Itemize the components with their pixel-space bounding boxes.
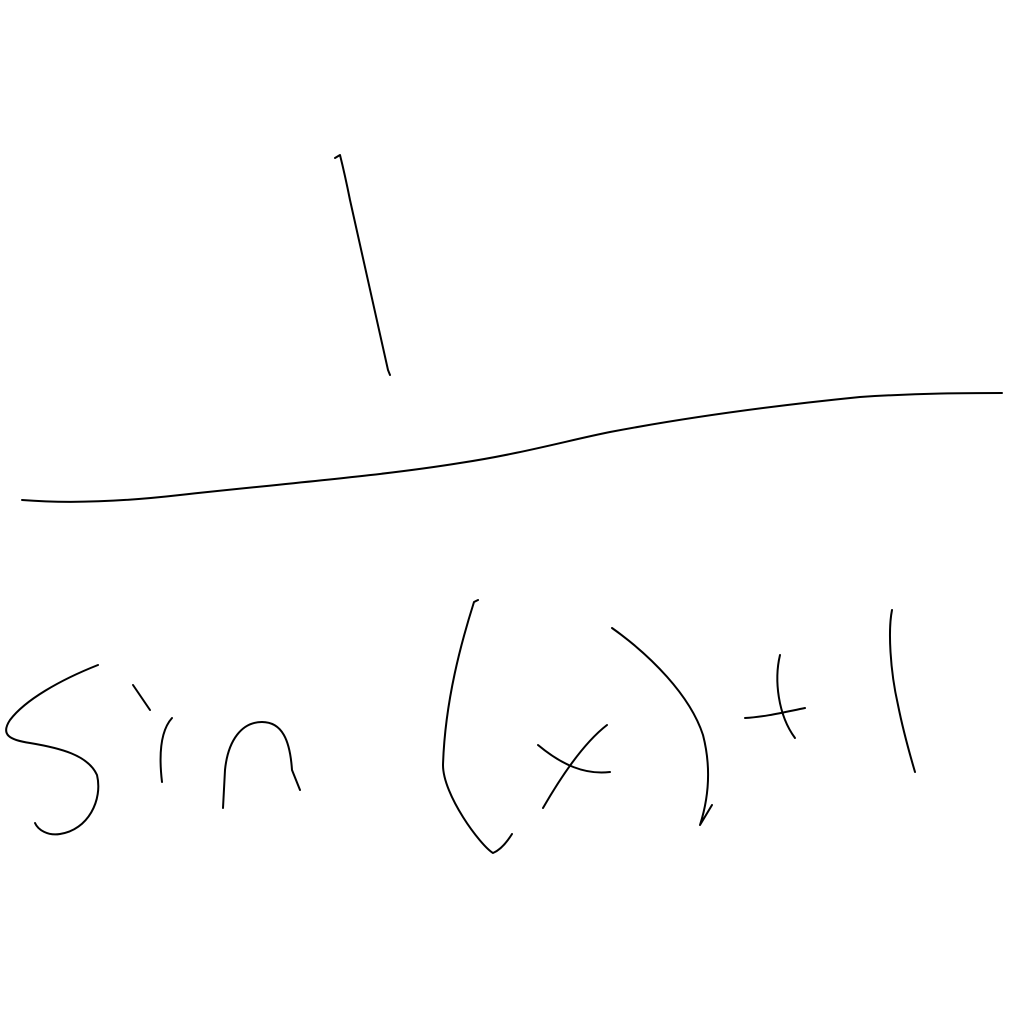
denominator-x-stroke-1 xyxy=(537,744,611,774)
handwritten-expression xyxy=(5,154,1003,854)
denominator-plus-horizontal-stroke xyxy=(744,707,806,719)
denominator-plus-vertical-stroke xyxy=(776,654,796,739)
fraction-bar-stroke xyxy=(21,392,1003,503)
denominator-i-stroke xyxy=(159,717,173,783)
denominator-x-stroke-2 xyxy=(542,724,608,809)
denominator-open-paren-stroke xyxy=(442,599,513,854)
denominator-n-stroke xyxy=(222,721,301,809)
denominator-close-paren-stroke xyxy=(611,627,713,826)
numerator-one-stroke xyxy=(334,154,391,376)
denominator-one-stroke xyxy=(889,609,916,773)
denominator-s-stroke xyxy=(5,664,100,836)
denominator-i-dot-stroke xyxy=(132,684,151,711)
